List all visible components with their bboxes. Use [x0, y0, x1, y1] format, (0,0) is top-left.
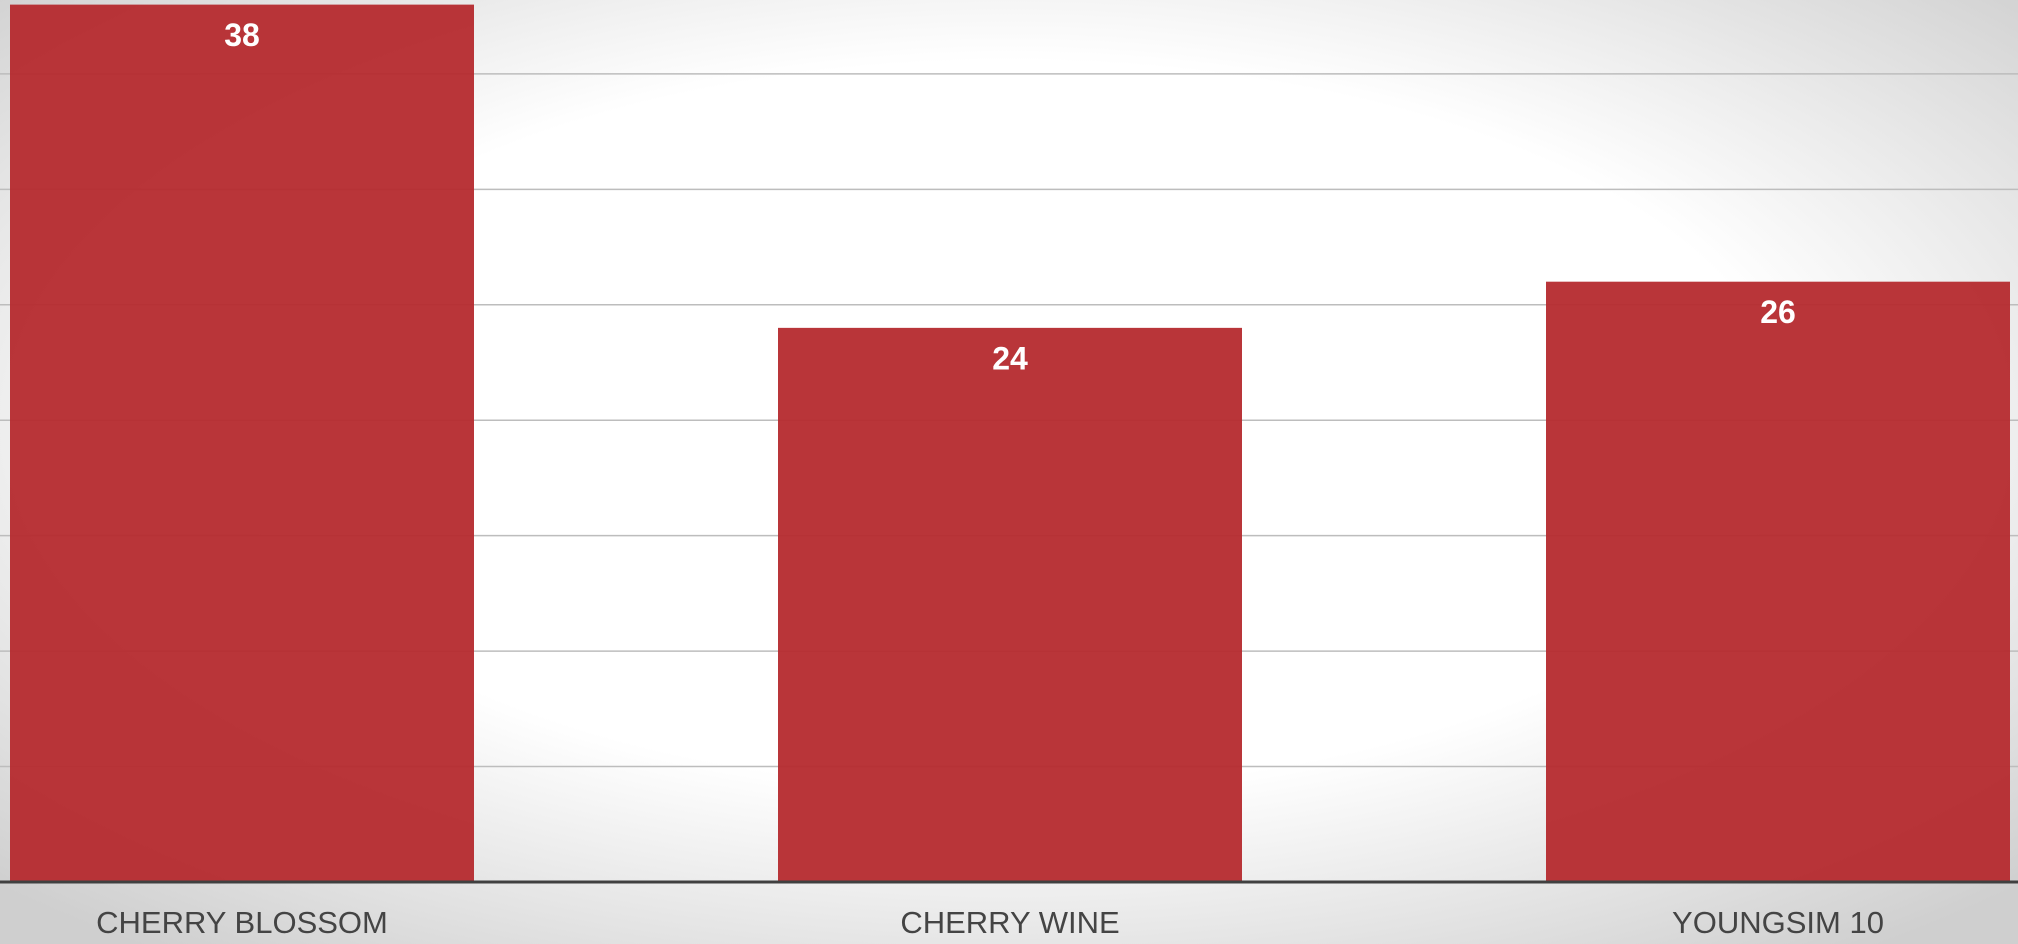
value-label: 26: [1760, 294, 1796, 330]
x-tick-label: YOUNGSIM 10: [1672, 905, 1884, 940]
x-tick-label: CHERRY BLOSSOM: [96, 905, 388, 940]
value-label: 24: [992, 340, 1028, 376]
bars: [10, 4, 2010, 883]
value-label: 38: [224, 17, 260, 53]
labels: 38 CHERRY BLOSSOM 24 CHERRY WINE 26 YOUNGSIM …: [96, 17, 1884, 940]
bar: [10, 4, 474, 883]
x-tick-label: CHERRY WINE: [900, 905, 1119, 940]
bar: [778, 327, 1242, 882]
bar: [1546, 281, 2010, 882]
